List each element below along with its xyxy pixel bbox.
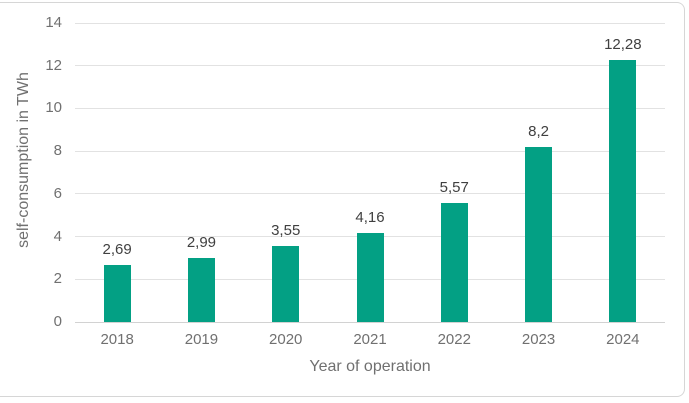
bar-value-label: 8,2 — [528, 122, 549, 140]
x-category-label: 2024 — [606, 331, 640, 348]
bar-value-label: 12,28 — [604, 35, 642, 53]
bar-2022 — [440, 203, 468, 322]
y-tick-label: 0 — [53, 313, 62, 330]
x-category-label: 2018 — [100, 331, 134, 348]
y-tick-label: 4 — [53, 227, 62, 245]
bar-2019 — [187, 258, 215, 322]
x-category-label: 2022 — [437, 331, 471, 348]
gridline — [75, 193, 665, 195]
y-tick-label: 2 — [53, 270, 62, 288]
bar-value-label: 5,57 — [439, 179, 469, 197]
bar-value-label: 2,69 — [102, 240, 132, 258]
bar-value-label: 4,16 — [355, 209, 385, 227]
y-tick-label: 8 — [53, 142, 62, 160]
gridline — [75, 65, 665, 67]
x-category-label: 2021 — [353, 331, 387, 348]
gridline — [75, 22, 665, 24]
bar-value-label: 2,99 — [186, 234, 217, 252]
x-category-label: 2023 — [521, 331, 556, 348]
bar-2018 — [103, 264, 131, 322]
bar-2023 — [525, 146, 553, 322]
bar-value-label: 3,55 — [271, 222, 301, 240]
bar-2021 — [356, 233, 384, 322]
x-axis-title: Year of operation — [309, 358, 431, 375]
bar-2024 — [609, 59, 637, 322]
y-tick-label: 10 — [45, 99, 62, 117]
y-tick-label: 14 — [45, 14, 62, 31]
x-category-label: 2020 — [269, 331, 303, 348]
gridline — [75, 150, 665, 152]
x-category-label: 2019 — [184, 331, 219, 348]
y-tick-label: 6 — [53, 184, 62, 202]
y-tick-label: 12 — [45, 56, 62, 74]
gridline — [75, 107, 665, 109]
bar-2020 — [272, 246, 300, 322]
gridline — [75, 321, 665, 323]
